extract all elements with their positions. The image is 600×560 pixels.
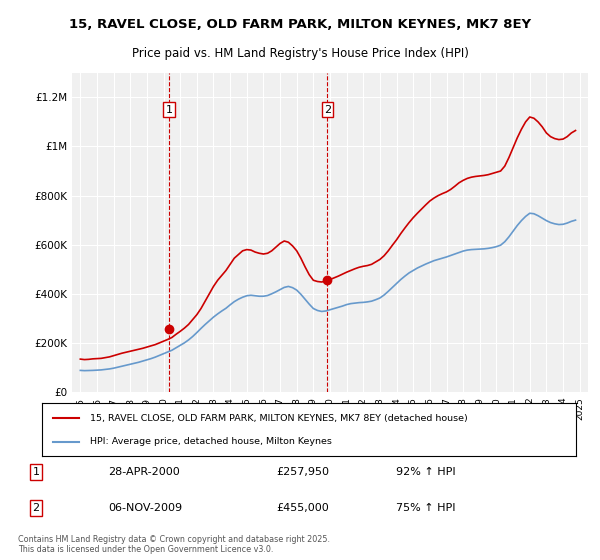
Text: Price paid vs. HM Land Registry's House Price Index (HPI): Price paid vs. HM Land Registry's House … [131, 48, 469, 60]
Text: HPI: Average price, detached house, Milton Keynes: HPI: Average price, detached house, Milt… [90, 437, 332, 446]
Text: 28-APR-2000: 28-APR-2000 [108, 467, 180, 477]
Text: £455,000: £455,000 [276, 503, 329, 513]
Text: 2: 2 [324, 105, 331, 115]
Text: 92% ↑ HPI: 92% ↑ HPI [396, 467, 455, 477]
Text: £257,950: £257,950 [276, 467, 329, 477]
Text: 06-NOV-2009: 06-NOV-2009 [108, 503, 182, 513]
Text: 75% ↑ HPI: 75% ↑ HPI [396, 503, 455, 513]
Text: Contains HM Land Registry data © Crown copyright and database right 2025.
This d: Contains HM Land Registry data © Crown c… [18, 535, 330, 554]
Text: 1: 1 [32, 467, 40, 477]
Text: 15, RAVEL CLOSE, OLD FARM PARK, MILTON KEYNES, MK7 8EY: 15, RAVEL CLOSE, OLD FARM PARK, MILTON K… [69, 18, 531, 31]
Text: 1: 1 [166, 105, 172, 115]
Text: 15, RAVEL CLOSE, OLD FARM PARK, MILTON KEYNES, MK7 8EY (detached house): 15, RAVEL CLOSE, OLD FARM PARK, MILTON K… [90, 414, 468, 423]
Text: 2: 2 [32, 503, 40, 513]
